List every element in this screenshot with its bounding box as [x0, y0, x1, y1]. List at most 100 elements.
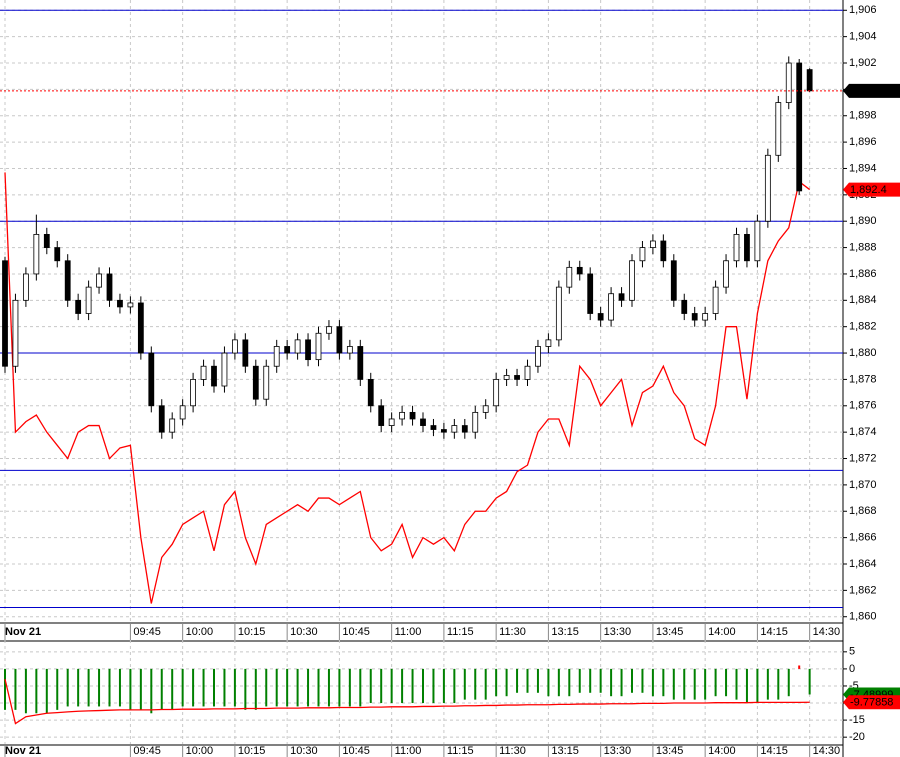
candle-body	[326, 326, 332, 334]
candle-body	[305, 339, 311, 361]
price-tag-label: -9.77858	[850, 697, 893, 709]
candle-body	[670, 260, 677, 301]
candle-body	[54, 247, 61, 262]
x-tick-label: Nov 21	[5, 626, 41, 638]
candle-body	[221, 352, 228, 387]
candle-body	[650, 240, 656, 248]
candle-body	[482, 405, 489, 413]
candle-body	[12, 299, 19, 367]
candle-body	[440, 429, 447, 433]
y-tick-label: 5	[849, 646, 855, 658]
y-tick-label: 1,902	[849, 57, 877, 69]
candle-body	[796, 62, 803, 192]
x-tick-label: 11:30	[499, 745, 526, 757]
candle-body	[22, 273, 29, 301]
candle-body	[744, 233, 750, 262]
candle-body	[357, 346, 364, 380]
y-tick-label: 1,880	[849, 347, 877, 359]
candle-body	[618, 293, 625, 301]
x-tick-label: 11:30	[499, 626, 526, 638]
y-tick-label: 1,886	[849, 268, 877, 280]
y-tick-label: 0	[849, 663, 855, 675]
y-tick-label: -20	[849, 731, 865, 743]
indicator-line	[4, 172, 811, 604]
x-tick-label: 11:15	[447, 626, 474, 638]
candle-body	[294, 339, 301, 354]
candle-body	[158, 405, 165, 433]
candle-body	[785, 62, 792, 103]
candle-body	[535, 346, 541, 367]
candle-body	[367, 379, 374, 407]
candle-body	[503, 375, 510, 380]
candle-body	[472, 411, 479, 433]
price-tag	[843, 695, 900, 710]
y-tick-label: 1,878	[849, 373, 877, 385]
candle-body	[242, 339, 249, 367]
y-tick-label: 1,860	[849, 611, 877, 623]
candle-body	[597, 313, 604, 321]
candle-body	[117, 299, 123, 308]
candle-body	[555, 286, 562, 341]
candle-body	[608, 293, 614, 321]
y-tick-label: 1,866	[849, 532, 877, 544]
candle-body	[388, 418, 395, 426]
y-tick-label: 1,888	[849, 241, 877, 253]
price-tag	[843, 182, 900, 197]
candle-body	[211, 365, 217, 387]
x-tick-label: 13:45	[656, 626, 684, 638]
candle-body	[190, 379, 197, 407]
candle-body	[660, 240, 667, 262]
candle-body	[2, 260, 8, 367]
candle-body	[346, 346, 353, 354]
candle-body	[378, 405, 385, 426]
candle-body	[106, 273, 113, 301]
y-tick-label: 1,862	[849, 584, 877, 596]
candle-body	[691, 313, 698, 321]
x-tick-label: 14:00	[708, 745, 736, 757]
candle-body	[273, 346, 280, 367]
candle-body	[33, 233, 40, 275]
candle-body	[733, 233, 740, 262]
candle-body	[806, 69, 813, 92]
x-tick-label: 13:45	[656, 745, 684, 757]
x-tick-label: 10:30	[290, 745, 318, 757]
x-tick-label: 13:15	[551, 745, 579, 757]
candle-body	[764, 154, 771, 222]
candle-body	[461, 425, 468, 433]
x-tick-label: 11:15	[447, 745, 474, 757]
x-tick-label: 09:45	[133, 745, 161, 757]
candle-body	[169, 418, 176, 433]
y-tick-label: 1,868	[849, 505, 877, 517]
candle-body	[420, 418, 426, 426]
x-tick-label: 14:00	[708, 626, 736, 638]
candle-body	[493, 379, 500, 407]
candle-body	[231, 339, 238, 354]
x-tick-label: 10:15	[238, 626, 266, 638]
candle-body	[775, 102, 782, 156]
y-tick-label: 1,894	[849, 162, 877, 174]
y-tick-label: 1,896	[849, 136, 877, 148]
candle-body	[315, 332, 322, 361]
x-tick-label: 13:30	[604, 626, 632, 638]
x-tick-label: 14:30	[813, 745, 841, 757]
candle-body	[284, 346, 291, 354]
candle-body	[263, 365, 270, 400]
y-tick-label: 1,882	[849, 321, 877, 333]
y-tick-label: 1,872	[849, 452, 877, 464]
candle-body	[451, 425, 458, 433]
y-tick-label: 1,876	[849, 400, 877, 412]
candle-body	[252, 365, 259, 400]
x-tick-label: 13:15	[551, 626, 579, 638]
candle-body	[681, 299, 688, 314]
y-tick-label: 1,884	[849, 294, 877, 306]
y-tick-label: 1,870	[849, 479, 877, 491]
candle-body	[336, 326, 343, 354]
price-tag-label: 1,892.4	[850, 184, 887, 196]
candle-body	[545, 339, 552, 347]
indicator-line	[4, 678, 810, 725]
x-tick-label: 14:15	[760, 626, 788, 638]
y-tick-label: 1,874	[849, 426, 877, 438]
candle-body	[43, 233, 50, 248]
y-tick-label: 1,898	[849, 110, 877, 122]
